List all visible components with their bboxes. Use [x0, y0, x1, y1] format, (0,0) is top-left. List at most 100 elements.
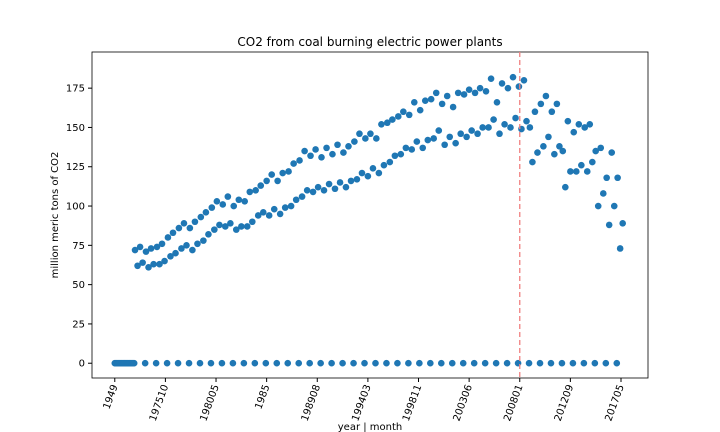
scatter-point — [339, 359, 346, 367]
scatter-point — [427, 359, 434, 367]
scatter-point — [252, 187, 259, 194]
scatter-point — [443, 92, 451, 100]
scatter-point — [408, 146, 416, 153]
scatter-point — [575, 121, 583, 128]
scatter-point — [421, 97, 429, 105]
scatter-point — [391, 152, 399, 160]
chart-title: CO2 from coal burning electric power pla… — [237, 35, 502, 49]
scatter-point — [410, 98, 418, 106]
scatter-point — [402, 144, 410, 152]
scatter-point — [254, 212, 262, 219]
x-tick-label: 201209 — [553, 383, 576, 423]
scatter-point — [163, 359, 171, 367]
scatter-point — [281, 204, 289, 211]
scatter-point — [136, 243, 144, 251]
scatter-point — [372, 359, 379, 367]
scatter-point — [373, 135, 380, 142]
scatter-point — [246, 188, 254, 196]
scatter-point — [222, 223, 229, 230]
x-tick-label: 199403 — [350, 383, 373, 423]
scatter-point — [134, 262, 141, 270]
scatter-point — [196, 359, 204, 367]
scatter-point — [259, 209, 267, 216]
scatter-point — [531, 108, 539, 116]
scatter-point — [139, 259, 146, 266]
scatter-point — [340, 149, 347, 156]
scatter-point — [463, 133, 470, 141]
scatter-point — [586, 121, 594, 128]
scatter-point — [553, 100, 561, 108]
scatter-point — [559, 147, 567, 155]
scatter-point — [251, 359, 259, 367]
scatter-point — [542, 92, 550, 100]
scatter-point — [594, 202, 602, 210]
scatter-point — [145, 264, 152, 271]
scatter-point — [481, 359, 489, 367]
scatter-point — [303, 187, 311, 194]
scatter-point — [509, 73, 517, 81]
scatter-point — [314, 183, 322, 191]
scatter-point — [457, 130, 464, 138]
scatter-point — [567, 168, 574, 175]
scatter-point — [474, 130, 481, 138]
scatter-point — [218, 359, 226, 367]
scatter-point — [178, 245, 185, 252]
scatter-point — [342, 183, 350, 191]
scatter-point — [589, 158, 596, 166]
x-tick-label: 197510 — [148, 383, 171, 423]
x-tick-label: 198908 — [300, 383, 323, 423]
x-tick-label: 200801 — [502, 383, 525, 423]
scatter-point — [367, 130, 374, 138]
scatter-point — [268, 171, 276, 178]
scatter-point — [207, 359, 215, 367]
scatter-point — [320, 187, 328, 194]
scatter-point — [448, 359, 456, 367]
scatter-point — [446, 133, 454, 141]
scatter-point — [298, 193, 306, 200]
scatter-point — [230, 202, 238, 210]
scatter-point — [331, 185, 339, 193]
scatter-point — [257, 182, 265, 189]
scatter-point — [394, 113, 402, 120]
scatter-point — [413, 138, 421, 145]
scatter-point — [211, 226, 218, 233]
scatter-point — [515, 83, 523, 90]
scatter-point — [537, 100, 545, 108]
scatter-point — [131, 246, 139, 254]
scatter-point — [597, 144, 605, 152]
y-tick-label: 0 — [79, 359, 85, 370]
scatter-point — [328, 359, 335, 367]
scatter-point — [189, 246, 196, 254]
scatter-point — [353, 176, 361, 183]
scatter-point — [570, 128, 578, 136]
scatter-point — [172, 249, 179, 257]
scatter-point — [350, 359, 357, 367]
scatter-point — [317, 359, 324, 367]
scatter-point — [405, 111, 413, 119]
scatter-point — [194, 240, 201, 248]
scatter-point — [336, 179, 344, 186]
scatter-point — [460, 91, 468, 98]
scatter-point — [492, 359, 500, 367]
scatter-point — [449, 103, 457, 111]
scatter-point — [351, 138, 358, 145]
scatter-point — [556, 143, 563, 150]
scatter-point — [334, 141, 341, 149]
scatter-point — [424, 136, 432, 144]
y-tick-label: 150 — [66, 123, 85, 134]
scatter-point — [185, 359, 193, 367]
scatter-point — [430, 135, 437, 142]
scatter-point — [358, 169, 366, 177]
scatter-point — [416, 359, 423, 367]
scatter-point — [174, 359, 182, 367]
scatter-point — [493, 98, 501, 106]
scatter-point — [525, 359, 533, 367]
scatter-point — [416, 106, 424, 114]
scatter-point — [265, 212, 273, 219]
scatter-point — [296, 157, 303, 164]
scatter-point — [219, 201, 227, 208]
scatter-point — [186, 224, 194, 232]
scatter-point — [329, 150, 336, 158]
scatter-point — [292, 196, 300, 204]
